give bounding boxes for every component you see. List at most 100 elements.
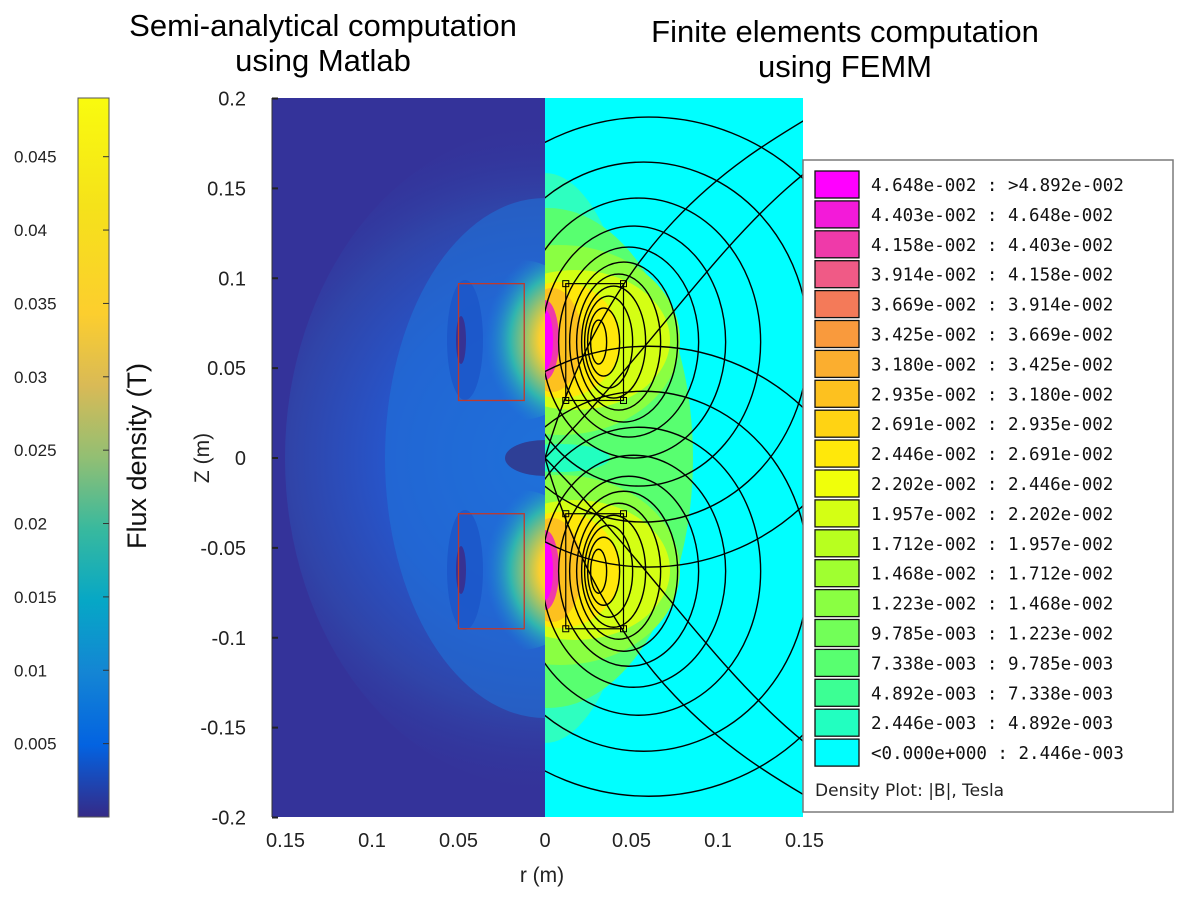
flux-line <box>545 454 727 688</box>
flux-lines <box>545 116 803 797</box>
legend-items: 4.648e-002 : >4.892e-002 4.403e-002 : 4.6… <box>814 170 1124 767</box>
legend-swatch <box>814 349 860 379</box>
legend-label: 4.648e-002 : >4.892e-002 <box>871 176 1124 196</box>
flux-line <box>545 457 803 742</box>
coil-node <box>562 280 570 288</box>
colorbar-tick-label: 0.02 <box>14 515 47 534</box>
x-tick-label: 0.15 <box>266 830 305 852</box>
coil-outline <box>457 282 525 402</box>
legend-label: 1.957e-002 : 2.202e-002 <box>871 505 1113 525</box>
axes: 0.20.150.10.050-0.05-0.1-0.15-0.2 0.15 0.… <box>191 89 824 888</box>
femm-legend: 4.648e-002 : >4.892e-002 4.403e-002 : 4.6… <box>802 159 1174 813</box>
legend-label: <0.000e+000 : 2.446e-003 <box>871 744 1124 764</box>
legend-label: 1.468e-002 : 1.712e-002 <box>871 565 1113 585</box>
legend-swatch <box>814 529 860 558</box>
legend-label: 2.446e-002 : 2.691e-002 <box>871 445 1113 465</box>
y-axis-label: Z (m) <box>191 433 214 483</box>
coil-node <box>620 510 627 518</box>
y-tick-label: -0.2 <box>212 808 246 830</box>
colorbar-tick-label: 0.015 <box>14 588 57 607</box>
legend-swatch <box>814 588 860 618</box>
colorbar-tick-label: 0.005 <box>14 735 57 754</box>
flux-line <box>557 246 700 438</box>
flux-line <box>545 390 803 752</box>
legend-title: Density Plot: |B|, Tesla <box>815 781 1004 801</box>
coil-node <box>562 625 570 633</box>
legend-label: 4.403e-002 : 4.648e-002 <box>871 206 1113 226</box>
x-axis-label: r (m) <box>520 864 564 887</box>
legend-swatch <box>814 200 860 229</box>
flux-line <box>575 502 662 640</box>
legend-label: 3.914e-002 : 4.158e-002 <box>871 266 1113 286</box>
coil-node <box>562 396 570 404</box>
x-tick-label: 0.1 <box>704 830 732 852</box>
colorbar-tick-label: 0.025 <box>14 441 57 460</box>
legend-swatch <box>814 230 860 259</box>
legend-swatch <box>814 409 860 438</box>
legend-swatch <box>814 260 860 289</box>
x-tick-label: 0.15 <box>785 830 824 852</box>
flux-line <box>586 307 621 377</box>
y-tick-label: 0 <box>235 448 246 470</box>
flux-line <box>568 261 679 423</box>
legend-swatch <box>814 559 860 588</box>
coil-node <box>620 280 627 288</box>
flux-line <box>583 524 634 618</box>
coil-node <box>620 625 627 633</box>
flux-line <box>589 548 608 594</box>
legend-label: 2.935e-002 : 3.180e-002 <box>871 385 1113 405</box>
y-tick-label: 0.1 <box>218 268 246 290</box>
legend-swatch <box>814 708 860 737</box>
flux-line <box>575 273 662 411</box>
flux-line <box>545 345 803 797</box>
legend-label: 7.338e-003 : 9.785e-003 <box>871 654 1113 674</box>
flux-line <box>545 457 803 796</box>
femm-flux-density-map <box>545 98 803 817</box>
coil-outlines-right <box>562 280 627 633</box>
flux-line <box>545 173 803 459</box>
coil-outline <box>565 283 625 402</box>
coil-outlines-left <box>457 282 525 630</box>
legend-swatch <box>814 738 860 767</box>
x-tick-label: 0.1 <box>358 830 386 852</box>
flux-line <box>545 161 803 523</box>
left-panel-title: Semi-analytical computation using Matlab <box>129 8 517 78</box>
y-tick-label: 0.2 <box>218 89 246 111</box>
flux-line <box>545 426 762 716</box>
legend-label: 9.785e-003 : 1.223e-002 <box>871 625 1113 645</box>
legend-swatch <box>814 499 860 528</box>
colorbar-tick-label: 0.04 <box>14 221 47 240</box>
colorbar-tick-label: 0.03 <box>14 368 47 387</box>
legend-swatch <box>814 648 860 678</box>
legend-label: 4.158e-002 : 4.403e-002 <box>871 236 1113 256</box>
colorbar-label: Flux density (T) <box>122 363 152 549</box>
legend-swatch <box>814 170 860 199</box>
y-axis-ticks: 0.2 0.15 0.1 0.05 0 -0.05 -0.1 -0.15 -0.2 <box>200 89 278 830</box>
colorbar-ticks: 0.005 0.01 0.015 0.02 0.025 0.03 0.035 0.04 0.04… <box>14 148 109 754</box>
coil-node <box>620 396 627 404</box>
legend-swatch <box>814 618 860 648</box>
colorbar-tick-label: 0.035 <box>14 294 57 313</box>
legend-label: 4.892e-003 : 7.338e-003 <box>871 684 1113 704</box>
legend-label: 2.691e-002 : 2.935e-002 <box>871 415 1113 435</box>
legend-box <box>802 159 1174 813</box>
y-tick-label: 0.05 <box>207 358 246 380</box>
flux-line <box>586 536 621 606</box>
x-tick-label: 0.05 <box>612 830 651 852</box>
legend-swatch <box>814 289 860 319</box>
legend-label: 3.669e-002 : 3.914e-002 <box>871 296 1113 316</box>
flux-line <box>568 490 679 652</box>
coil-node <box>562 510 570 518</box>
legend-swatch <box>814 379 860 408</box>
legend-swatch <box>814 678 860 707</box>
coil-outline <box>565 513 625 630</box>
flux-line <box>545 197 762 487</box>
flux-line <box>545 225 727 459</box>
colorbar-gradient <box>77 97 110 818</box>
flux-line <box>545 116 803 568</box>
legend-swatch <box>814 469 860 498</box>
legend-swatch <box>814 319 860 349</box>
legend-label: 1.712e-002 : 1.957e-002 <box>871 535 1113 555</box>
legend-label: 3.425e-002 : 3.669e-002 <box>871 326 1113 346</box>
